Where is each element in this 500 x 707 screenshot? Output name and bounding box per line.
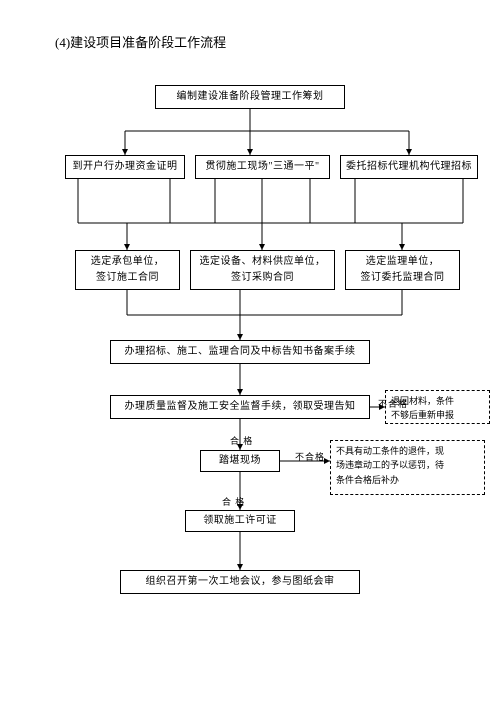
node-plan: 编制建设准备阶段管理工作筹划 — [155, 85, 345, 109]
node-contractor: 选定承包单位， 签订施工合同 — [75, 250, 180, 290]
node-supplier-l1: 选定设备、材料供应单位， — [200, 254, 326, 270]
node-fund-cert: 到开户行办理资金证明 — [65, 155, 185, 179]
node-supplier: 选定设备、材料供应单位， 签订采购合同 — [190, 250, 335, 290]
side-return-l2: 不够后重新申报 — [391, 408, 484, 422]
page-title: (4)建设项目准备阶段工作流程 — [55, 32, 226, 51]
label-pass-2: 合 格 — [222, 495, 245, 508]
node-supervision-l1: 选定监理单位， — [366, 254, 440, 270]
side-no-condition: 不具有动工条件的退件，现 场违章动工的予以惩罚，待 条件合格后补办 — [330, 440, 485, 495]
label-fail-2: 不合格 — [295, 450, 325, 463]
side-nc-l3: 条件合格后补办 — [336, 473, 479, 487]
node-supplier-l2: 签订采购合同 — [231, 270, 294, 286]
node-bid-agent: 委托招标代理机构代理招标 — [340, 155, 478, 179]
node-supervision-l2: 签订委托监理合同 — [361, 270, 445, 286]
node-contractor-l1: 选定承包单位， — [91, 254, 165, 270]
node-supervision: 选定监理单位， 签订委托监理合同 — [345, 250, 460, 290]
side-nc-l2: 场违章动工的予以惩罚，待 — [336, 458, 479, 472]
flowchart-page: (4)建设项目准备阶段工作流程 编制建设准备阶段管理工作筹划 到开户行办理资金证… — [0, 0, 500, 707]
node-quality-sup: 办理质量监督及施工安全监督手续，领取受理告知 — [110, 395, 370, 419]
node-first-meeting: 组织召开第一次工地会议，参与图纸会审 — [120, 570, 360, 594]
node-permit: 领取施工许可证 — [185, 510, 295, 532]
node-filing: 办理招标、施工、监理合同及中标告知书备案手续 — [110, 340, 370, 364]
node-site-survey: 踏堪现场 — [200, 450, 280, 472]
side-nc-l1: 不具有动工条件的退件，现 — [336, 444, 479, 458]
label-pass-1: 合 格 — [230, 434, 253, 447]
node-site-prep: 贯彻施工现场"三通一平" — [195, 155, 330, 179]
label-fail-1: 不合格 — [378, 397, 408, 410]
node-contractor-l2: 签订施工合同 — [96, 270, 159, 286]
